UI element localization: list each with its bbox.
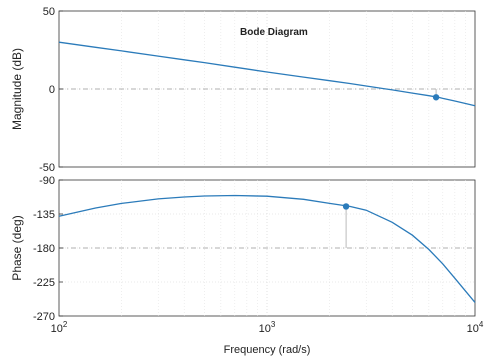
chart-title: Bode Diagram: [240, 27, 308, 38]
magnitude-marker: [432, 94, 440, 101]
x-tick-label: 103: [259, 320, 276, 335]
y-tick-label: -180: [33, 243, 55, 255]
phase-panel: -90 -135 -180 -225 -270 102 103 104 Phase (deg…: [10, 175, 484, 356]
phase-y-label: Phase (deg): [10, 215, 24, 280]
phase-y-ticks: -90 -135 -180 -225 -270: [33, 175, 63, 323]
y-tick-label: 0: [49, 84, 55, 96]
x-tick-label: 104: [467, 320, 484, 335]
phase-series-line: [58, 194, 476, 303]
magnitude-panel: 50 0 -50 Bode Diagram Magnitude (dB): [10, 6, 476, 174]
phase-marker: [342, 203, 350, 210]
y-tick-label: -50: [39, 162, 55, 174]
frequency-x-label: Frequency (rad/s): [224, 344, 311, 356]
magnitude-series-line: [58, 41, 476, 107]
y-tick-label: -135: [33, 209, 55, 221]
magnitude-y-label: Magnitude (dB): [10, 48, 24, 130]
y-tick-label: 50: [43, 6, 55, 18]
y-tick-label: -90: [39, 175, 55, 187]
magnitude-y-ticks: 50 0 -50: [39, 6, 63, 174]
frequency-x-ticks: 102 103 104: [51, 320, 484, 335]
y-tick-label: -270: [33, 311, 55, 323]
x-tick-label: 102: [51, 320, 68, 335]
y-tick-label: -225: [33, 277, 55, 289]
